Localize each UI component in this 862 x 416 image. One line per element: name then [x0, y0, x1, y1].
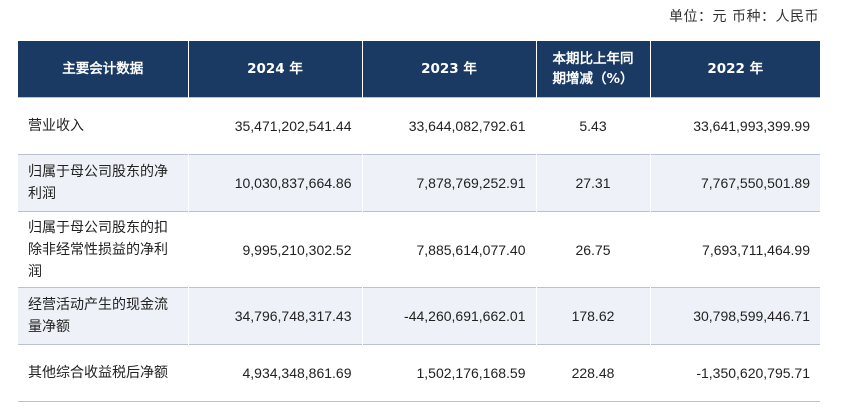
- table-header-row: 主要会计数据 2024 年 2023 年 本期比上年同期增减（%） 2022 年: [18, 41, 820, 98]
- row-label: 归属于母公司股东的扣除非经常性损益的净利润: [18, 211, 189, 288]
- cell-2022: 7,767,550,501.89: [650, 154, 820, 212]
- cell-2023: -44,260,691,662.01: [362, 287, 537, 345]
- cell-2022: 33,641,993,399.99: [650, 97, 820, 155]
- table-row: 经营活动产生的现金流量净额 34,796,748,317.43 -44,260,…: [18, 287, 820, 345]
- cell-2022: 30,798,599,446.71: [650, 287, 820, 345]
- key-accounting-data-table: 主要会计数据 2024 年 2023 年 本期比上年同期增减（%） 2022 年…: [18, 41, 820, 402]
- cell-2024: 10,030,837,664.86: [188, 154, 363, 212]
- table-row: 营业收入 35,471,202,541.44 33,644,082,792.61…: [18, 97, 820, 155]
- cell-2024: 34,796,748,317.43: [188, 287, 363, 345]
- header-item: 主要会计数据: [18, 41, 189, 98]
- table-row: 其他综合收益税后净额 4,934,348,861.69 1,502,176,16…: [18, 344, 820, 402]
- table-row: 归属于母公司股东的净利润 10,030,837,664.86 7,878,769…: [18, 154, 820, 212]
- row-label: 归属于母公司股东的净利润: [18, 154, 189, 212]
- cell-yoy-change: 27.31: [536, 154, 651, 212]
- cell-2024: 4,934,348,861.69: [188, 344, 363, 402]
- header-2023: 2023 年: [362, 41, 537, 98]
- cell-yoy-change: 26.75: [536, 211, 651, 288]
- header-2022: 2022 年: [650, 41, 820, 98]
- cell-2023: 33,644,082,792.61: [362, 97, 537, 155]
- cell-yoy-change: 228.48: [536, 344, 651, 402]
- row-label: 经营活动产生的现金流量净额: [18, 287, 189, 345]
- cell-yoy-change: 178.62: [536, 287, 651, 345]
- cell-2024: 9,995,210,302.52: [188, 211, 363, 288]
- row-label: 营业收入: [18, 97, 189, 155]
- header-2024: 2024 年: [188, 41, 363, 98]
- cell-2023: 7,878,769,252.91: [362, 154, 537, 212]
- cell-2022: 7,693,711,464.99: [650, 211, 820, 288]
- cell-yoy-change: 5.43: [536, 97, 651, 155]
- row-label: 其他综合收益税后净额: [18, 344, 189, 402]
- unit-currency-note: 单位：元 币种：人民币: [669, 9, 819, 25]
- cell-2024: 35,471,202,541.44: [188, 97, 363, 155]
- cell-2023: 1,502,176,168.59: [362, 344, 537, 402]
- header-yoy-change: 本期比上年同期增减（%）: [536, 41, 651, 98]
- table-row: 归属于母公司股东的扣除非经常性损益的净利润 9,995,210,302.52 7…: [18, 211, 820, 288]
- cell-2023: 7,885,614,077.40: [362, 211, 537, 288]
- cell-2022: -1,350,620,795.71: [650, 344, 820, 402]
